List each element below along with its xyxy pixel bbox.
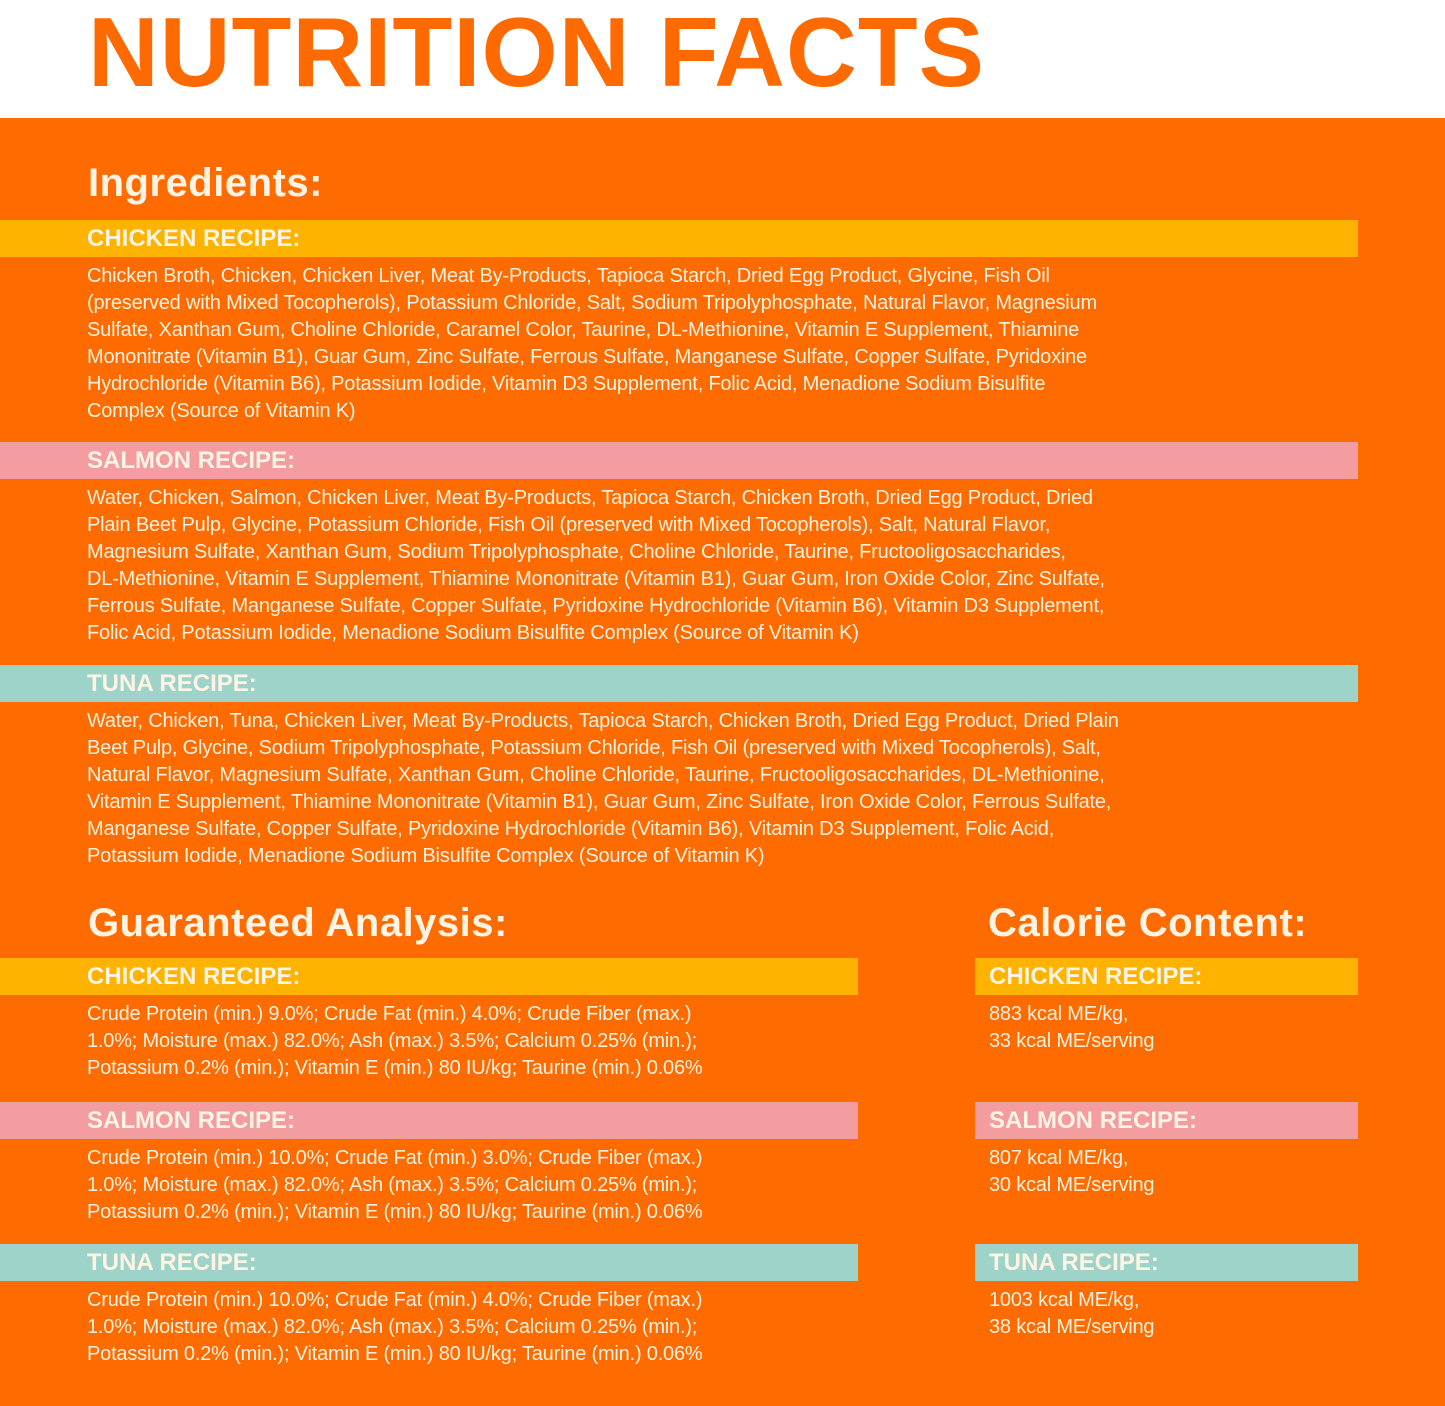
text-line: Crude Protein (min.) 10.0%; Crude Fat (m… bbox=[87, 1289, 703, 1311]
page-title: NUTRITION FACTS bbox=[88, 0, 985, 107]
calories-chicken-text: 883 kcal ME/kg, 33 kcal ME/serving bbox=[989, 1001, 1155, 1055]
nutrition-panel bbox=[0, 118, 1445, 1406]
ingredients-salmon-band: SALMON RECIPE: bbox=[0, 442, 1358, 479]
text-line: 30 kcal ME/serving bbox=[989, 1174, 1155, 1196]
text-line: (preserved with Mixed Tocopherols), Pota… bbox=[87, 292, 1097, 314]
calories-heading: Calorie Content: bbox=[988, 901, 1308, 945]
calories-chicken-band: CHICKEN RECIPE: bbox=[975, 958, 1358, 995]
text-line: Potassium Iodide, Menadione Sodium Bisul… bbox=[87, 845, 765, 867]
calories-salmon-text: 807 kcal ME/kg, 30 kcal ME/serving bbox=[989, 1145, 1155, 1199]
analysis-heading: Guaranteed Analysis: bbox=[88, 901, 508, 945]
ingredients-chicken-text: Chicken Broth, Chicken, Chicken Liver, M… bbox=[87, 263, 1097, 425]
calories-tuna-band: TUNA RECIPE: bbox=[975, 1244, 1358, 1281]
analysis-tuna-band: TUNA RECIPE: bbox=[0, 1244, 858, 1281]
text-line: Natural Flavor, Magnesium Sulfate, Xanth… bbox=[87, 764, 1105, 786]
text-line: 1.0%; Moisture (max.) 82.0%; Ash (max.) … bbox=[87, 1174, 698, 1196]
text-line: 1.0%; Moisture (max.) 82.0%; Ash (max.) … bbox=[87, 1030, 698, 1052]
text-line: 1003 kcal ME/kg, bbox=[989, 1289, 1140, 1311]
ingredients-chicken-band: CHICKEN RECIPE: bbox=[0, 220, 1358, 257]
text-line: 1.0%; Moisture (max.) 82.0%; Ash (max.) … bbox=[87, 1316, 698, 1338]
text-line: Ferrous Sulfate, Manganese Sulfate, Copp… bbox=[87, 595, 1105, 617]
text-line: 33 kcal ME/serving bbox=[989, 1030, 1155, 1052]
text-line: Beet Pulp, Glycine, Sodium Tripolyphosph… bbox=[87, 737, 1101, 759]
ingredients-tuna-text: Water, Chicken, Tuna, Chicken Liver, Mea… bbox=[87, 708, 1119, 870]
text-line: Plain Beet Pulp, Glycine, Potassium Chlo… bbox=[87, 514, 1051, 536]
analysis-tuna-text: Crude Protein (min.) 10.0%; Crude Fat (m… bbox=[87, 1287, 703, 1368]
text-line: 38 kcal ME/serving bbox=[989, 1316, 1155, 1338]
text-line: Water, Chicken, Tuna, Chicken Liver, Mea… bbox=[87, 710, 1119, 732]
text-line: Water, Chicken, Salmon, Chicken Liver, M… bbox=[87, 487, 1093, 509]
text-line: 807 kcal ME/kg, bbox=[989, 1147, 1129, 1169]
text-line: Potassium 0.2% (min.); Vitamin E (min.) … bbox=[87, 1057, 703, 1079]
text-line: Crude Protein (min.) 9.0%; Crude Fat (mi… bbox=[87, 1003, 692, 1025]
analysis-chicken-band: CHICKEN RECIPE: bbox=[0, 958, 858, 995]
text-line: Complex (Source of Vitamin K) bbox=[87, 400, 356, 422]
text-line: 883 kcal ME/kg, bbox=[989, 1003, 1129, 1025]
text-line: Vitamin E Supplement, Thiamine Mononitra… bbox=[87, 791, 1112, 813]
calories-salmon-band: SALMON RECIPE: bbox=[975, 1102, 1358, 1139]
ingredients-heading: Ingredients: bbox=[88, 161, 323, 205]
ingredients-salmon-text: Water, Chicken, Salmon, Chicken Liver, M… bbox=[87, 485, 1105, 647]
ingredients-tuna-band: TUNA RECIPE: bbox=[0, 665, 1358, 702]
text-line: Chicken Broth, Chicken, Chicken Liver, M… bbox=[87, 265, 1050, 287]
analysis-salmon-band: SALMON RECIPE: bbox=[0, 1102, 858, 1139]
calories-tuna-text: 1003 kcal ME/kg, 38 kcal ME/serving bbox=[989, 1287, 1155, 1341]
analysis-salmon-text: Crude Protein (min.) 10.0%; Crude Fat (m… bbox=[87, 1145, 703, 1226]
text-line: Potassium 0.2% (min.); Vitamin E (min.) … bbox=[87, 1201, 703, 1223]
text-line: Sulfate, Xanthan Gum, Choline Chloride, … bbox=[87, 319, 1080, 341]
text-line: Potassium 0.2% (min.); Vitamin E (min.) … bbox=[87, 1343, 703, 1365]
text-line: Crude Protein (min.) 10.0%; Crude Fat (m… bbox=[87, 1147, 703, 1169]
text-line: Manganese Sulfate, Copper Sulfate, Pyrid… bbox=[87, 818, 1055, 840]
text-line: Mononitrate (Vitamin B1), Guar Gum, Zinc… bbox=[87, 346, 1087, 368]
text-line: Hydrochloride (Vitamin B6), Potassium Io… bbox=[87, 373, 1046, 395]
analysis-chicken-text: Crude Protein (min.) 9.0%; Crude Fat (mi… bbox=[87, 1001, 703, 1082]
text-line: Magnesium Sulfate, Xanthan Gum, Sodium T… bbox=[87, 541, 1066, 563]
text-line: DL-Methionine, Vitamin E Supplement, Thi… bbox=[87, 568, 1105, 590]
text-line: Folic Acid, Potassium Iodide, Menadione … bbox=[87, 622, 859, 644]
